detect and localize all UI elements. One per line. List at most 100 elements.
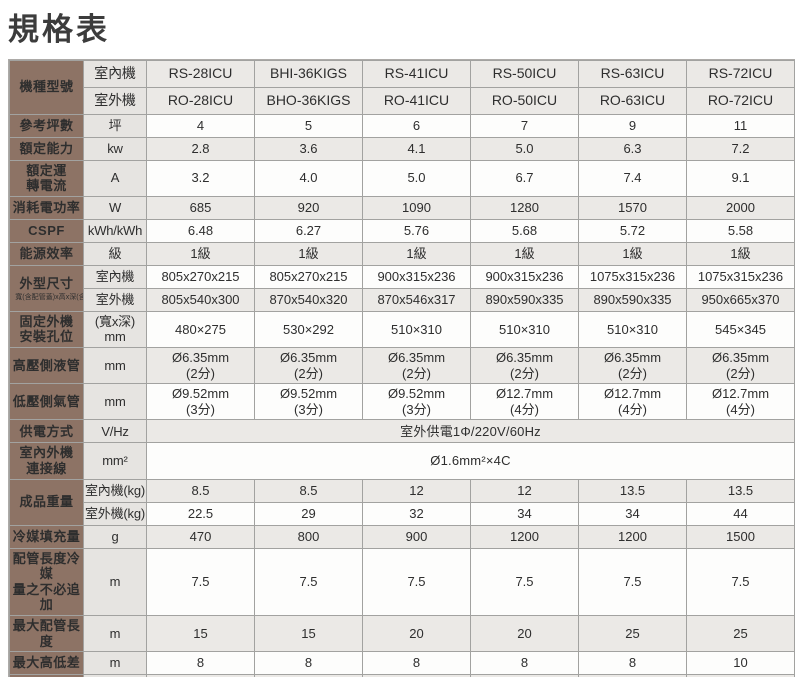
data-cell: 950x665x370 <box>686 287 795 312</box>
unit-cell: m <box>83 651 147 676</box>
data-cell: 32 <box>362 501 471 526</box>
data-cell: 800 <box>254 524 363 549</box>
data-cell: 7.5 <box>578 547 687 616</box>
row-label: 高壓側液管 <box>9 347 84 385</box>
data-cell: 15 <box>254 614 363 653</box>
data-cell: 22.5 <box>146 501 255 526</box>
data-cell: 7.5 <box>470 547 579 616</box>
data-cell: 1級 <box>146 241 255 266</box>
data-cell: 900 <box>362 524 471 549</box>
data-cell: 20 <box>362 614 471 653</box>
row-label: CSPF <box>9 218 84 243</box>
data-cell: 1090 <box>362 195 471 220</box>
data-cell: 5.58 <box>686 218 795 243</box>
data-cell: Ø12.7mm (4分) <box>686 383 795 421</box>
table-row: 額定運 轉電流 A 3.2 4.0 5.0 6.7 7.4 9.1 <box>9 159 795 197</box>
data-cell: BHI-36KIGS <box>254 59 363 88</box>
data-cell-span: 室外供電1Φ/220V/60Hz <box>146 419 795 444</box>
unit-cell: mm <box>83 383 147 421</box>
table-row: 室內外機 連接線 mm² Ø1.6mm²×4C <box>9 442 795 480</box>
data-cell: BHO-36KIGS <box>254 86 363 115</box>
data-cell: 2.8 <box>146 136 255 161</box>
table-row: 額定能力 kw 2.8 3.6 4.1 5.0 6.3 7.2 <box>9 136 795 161</box>
page-title: 規格表 <box>8 12 110 47</box>
data-cell: RS-28ICU <box>146 59 255 88</box>
data-cell: 7.5 <box>146 547 255 616</box>
table-row: 室外機(kg) 22.5 29 32 34 34 44 <box>10 501 795 526</box>
data-cell: 11 <box>686 113 795 138</box>
table-row: 機種型號 室內機 RS-28ICU BHI-36KIGS RS-41ICU RS-50IC… <box>9 59 795 115</box>
data-cell: 510×310 <box>470 310 579 349</box>
data-cell: Ø6.35mm (2分) <box>254 347 363 385</box>
data-cell: 8 <box>254 651 363 676</box>
data-cell: 470 <box>146 524 255 549</box>
row-label: 參考坪數 <box>9 113 84 138</box>
data-cell: 12 <box>470 478 579 503</box>
data-cell: 9.1 <box>686 159 795 197</box>
data-cell: 5.0 <box>362 159 471 197</box>
data-cell: 7.5 <box>362 547 471 616</box>
data-cell: 7.5 <box>686 547 795 616</box>
data-cell: 1280 <box>470 195 579 220</box>
data-cell: 5.76 <box>362 218 471 243</box>
row-label: 室內外機 連接線 <box>9 442 84 480</box>
data-cell: 4 <box>146 113 255 138</box>
data-cell: 8 <box>362 651 471 676</box>
data-cell: Ø6.35mm (2分) <box>146 347 255 385</box>
table-row: 最大配管長度 m 15 15 20 20 25 25 <box>9 614 795 653</box>
row-label: 固定外機 安裝孔位 <box>9 310 84 349</box>
data-cell: 8 <box>578 651 687 676</box>
unit-cell: 室內機 <box>83 264 147 289</box>
data-cell: 920 <box>254 195 363 220</box>
data-cell: RS-63ICU <box>578 59 687 88</box>
table-row: 成品重量 室內機(kg) 8.5 8.5 12 12 13.5 13.5 <box>9 478 795 526</box>
table-row: CSPF kWh/kWh 6.48 6.27 5.76 5.68 5.72 5.58 <box>9 218 795 243</box>
table-row: 室外機 805x540x300 870x540x320 870x546x317 890x… <box>10 287 795 312</box>
data-cell: 7.5 <box>254 547 363 616</box>
table-row: 冷媒填充量 g 470 800 900 1200 1200 1500 <box>9 524 795 549</box>
unit-cell: A <box>83 159 147 197</box>
data-cell: 5.68 <box>470 218 579 243</box>
data-cell: 6.7 <box>470 159 579 197</box>
data-cell: 480×275 <box>146 310 255 349</box>
spec-table: 機種型號 室內機 RS-28ICU BHI-36KIGS RS-41ICU RS-50IC… <box>9 59 795 677</box>
table-row: 能源效率級 1級 1級 1級 1級 1級 1級 <box>9 241 795 266</box>
unit-cell: mm <box>83 347 147 385</box>
data-cell: 25 <box>686 614 795 653</box>
data-cell: RS-41ICU <box>362 59 471 88</box>
data-cell: 1075x315x236 <box>686 264 795 289</box>
row-label: 配管長度冷媒 量之不必追加 <box>9 547 84 616</box>
data-cell: Ø6.35mm (2分) <box>470 347 579 385</box>
data-cell: 8.5 <box>254 478 363 503</box>
data-cell: 12 <box>362 478 471 503</box>
data-cell: Ø6.35mm (2分) <box>362 347 471 385</box>
row-label: 最大配管長度 <box>9 614 84 653</box>
data-cell: RS-50ICU <box>470 59 579 88</box>
data-cell: 1級 <box>254 241 363 266</box>
data-cell: Ø12.7mm (4分) <box>470 383 579 421</box>
data-cell: 29 <box>254 501 363 526</box>
row-label: 低壓側氣管 <box>9 383 84 421</box>
data-cell: 1570 <box>578 195 687 220</box>
data-cell: 7.4 <box>578 159 687 197</box>
data-cell: 3.6 <box>254 136 363 161</box>
data-cell: 8 <box>146 651 255 676</box>
data-cell: RO-72ICU <box>686 86 795 115</box>
data-cell: 685 <box>146 195 255 220</box>
data-cell: 6.3 <box>578 136 687 161</box>
data-cell: 34 <box>578 501 687 526</box>
data-cell-span: Ø1.6mm²×4C <box>146 442 795 480</box>
data-cell: 5 <box>254 113 363 138</box>
data-cell: Ø6.35mm (2分) <box>578 347 687 385</box>
data-cell: 6 <box>362 113 471 138</box>
unit-cell: 級 <box>83 241 147 266</box>
data-cell: 6.48 <box>146 218 255 243</box>
data-cell: 890x590x335 <box>470 287 579 312</box>
data-cell: 44 <box>686 501 795 526</box>
data-cell: 890x590x335 <box>578 287 687 312</box>
data-cell: 1075x315x236 <box>578 264 687 289</box>
spec-table-body: 機種型號 室內機 RS-28ICU BHI-36KIGS RS-41ICU RS-50IC… <box>9 59 795 677</box>
data-cell: 13.5 <box>686 478 795 503</box>
row-label: 成品重量 <box>9 478 84 526</box>
